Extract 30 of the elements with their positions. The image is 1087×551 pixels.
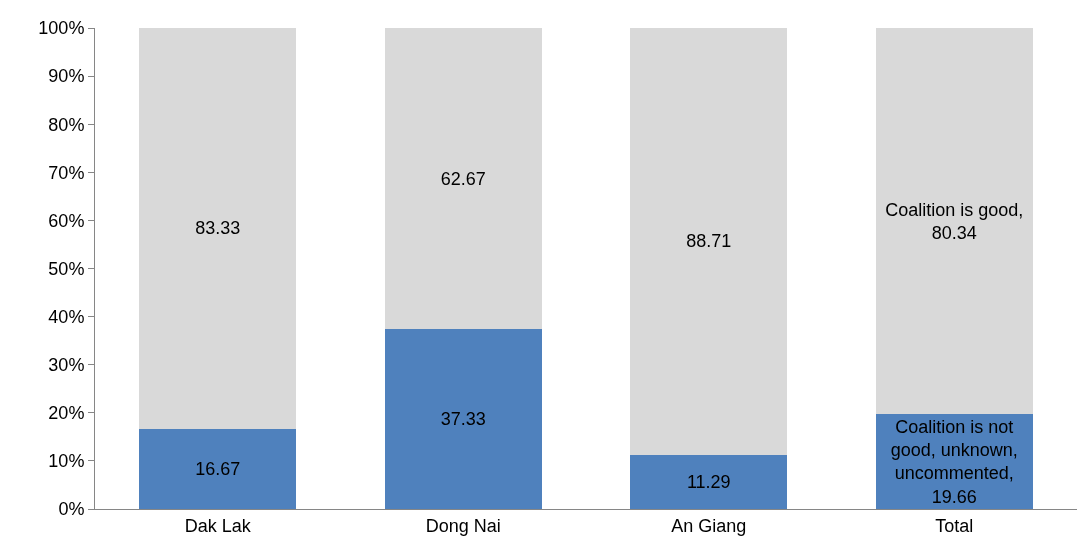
bar (139, 28, 297, 429)
data-label: 62.67 (440, 168, 486, 189)
y-tick-label: 10% (48, 451, 85, 472)
y-tick-label: 20% (48, 403, 85, 424)
data-label: Coalition is not good, unknown, uncommented, 19.66 (890, 416, 1018, 507)
y-tick-label: 40% (48, 306, 85, 327)
data-label: 88.71 (686, 231, 732, 252)
bar (630, 28, 788, 455)
y-tick-label: 100% (38, 18, 85, 39)
y-tick-label: 60% (48, 210, 85, 231)
x-tick-label: Dak Lak (184, 515, 252, 536)
data-label: Coalition is good, 80.34 (885, 199, 1024, 243)
x-tick-label: Total (935, 515, 974, 536)
y-tick-label: 50% (48, 258, 85, 279)
data-label: 83.33 (195, 218, 241, 239)
x-tick-label: Dong Nai (425, 515, 501, 536)
bar (875, 28, 1033, 415)
data-label: 37.33 (440, 409, 486, 430)
bar (630, 454, 788, 509)
y-tick-label: 80% (48, 114, 85, 135)
y-tick-label: 90% (48, 66, 85, 87)
data-label: 11.29 (686, 471, 731, 492)
y-tick-label: 70% (48, 162, 85, 183)
y-tick-label: 0% (58, 499, 85, 520)
x-tick-label: An Giang (671, 515, 747, 536)
bar (384, 329, 542, 509)
bar (384, 28, 542, 330)
bar (139, 428, 297, 509)
data-label: 16.67 (195, 458, 241, 479)
y-tick-label: 30% (48, 355, 85, 375)
